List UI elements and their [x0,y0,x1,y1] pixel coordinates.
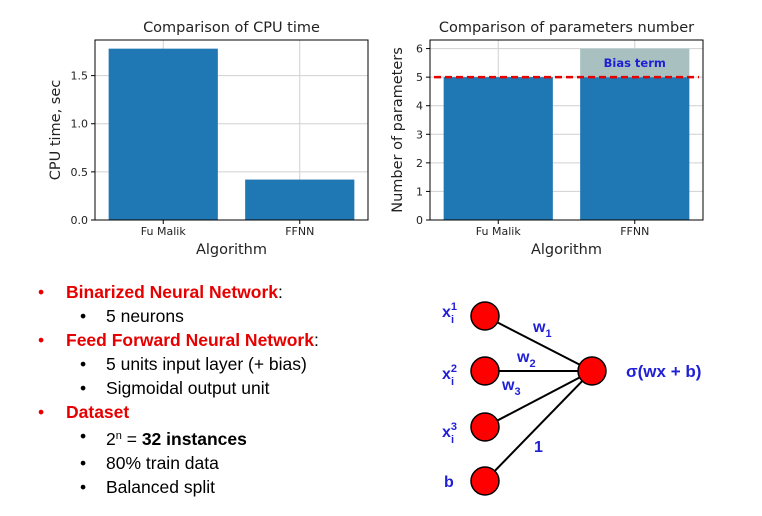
ffnn-input: 5 units input layer (+ bias) [106,354,307,374]
chart-title: Comparison of CPU time [143,20,320,36]
instances-item: • 2n = 32 instances [38,424,408,451]
y-tick-label: 0.5 [71,166,89,179]
neural-network-diagram: x1 i x2 i x3 i b w1 w2 w3 1 σ(wx + b) [442,301,701,496]
bullet-marker: • [80,306,87,326]
weight-label-3: w3 [501,377,521,398]
ffnn-output-item: • Sigmoidal output unit [38,376,408,400]
instances-count: 32 instances [141,429,247,449]
y-tick-label: 6 [416,43,423,56]
weight-label-1: w1 [532,319,552,340]
bullet-marker: • [80,378,87,398]
bnn-neurons-item: • 5 neurons [38,304,408,328]
bullet-marker: • [38,330,45,350]
y-tick-label: 4 [416,100,423,113]
instances-exponent: n [115,430,122,442]
output-label: σ(wx + b) [626,362,701,381]
input-label-2: x2 i [442,363,457,388]
bnn-neurons: 5 neurons [106,306,184,326]
chart-title: Comparison of parameters number [439,20,694,36]
cpu-time-chart: Comparison of CPU time 0.0 0.5 1.0 1.5 Fu Mal… [48,20,369,258]
y-axis-label: CPU time, sec [48,80,64,181]
instances-base: 2 [106,429,116,449]
train-item: • 80% train data [38,451,408,475]
y-tick-label: 1.0 [71,118,89,131]
bar [245,179,355,220]
input-node-3 [470,412,500,442]
bar [108,48,218,220]
x-tick-label: FFNN [620,225,649,238]
description-list: • Binarized Neural Network: • 5 neurons … [38,280,408,499]
ffnn-output: Sigmoidal output unit [106,378,270,398]
edge-bias [484,370,593,482]
dataset-item: • Dataset [38,400,408,424]
bias-node [470,466,500,496]
input-node-2 [470,356,500,386]
y-tick-label: 0 [416,214,423,227]
edge-x3 [484,370,593,428]
bias-weight-label: 1 [534,439,543,456]
y-tick-label: 1.5 [71,70,89,83]
bullet-marker: • [80,354,87,374]
bnn-colon: : [278,282,283,302]
plot-frame [94,39,369,221]
y-tick-label: 1 [416,185,423,198]
bias-term-segment [580,48,690,78]
plot-frame [429,39,704,221]
bar [580,77,690,221]
balanced-split: Balanced split [106,477,215,497]
bullet-marker: • [80,453,87,473]
bullet-marker: • [80,426,87,446]
input-label-3: x3 i [442,421,457,446]
y-tick-label: 5 [416,71,423,84]
dataset-label: Dataset [66,402,130,422]
bnn-label: Binarized Neural Network [66,282,278,302]
train-data: 80% train data [106,453,219,473]
ffnn-label: Feed Forward Neural Network [66,330,314,350]
bullet-marker: • [38,282,45,302]
ffnn-item: • Feed Forward Neural Network: [38,328,408,352]
bullet-marker: • [38,402,45,422]
x-tick-label: Fu Malik [141,225,187,238]
y-tick-label: 2 [416,157,423,170]
parameters-chart: Comparison of parameters number 0 1 2 3 4 5 6 Fu… [390,20,704,258]
bullet-marker: • [80,477,87,497]
ffnn-colon: : [313,330,319,350]
y-tick-label: 0.0 [71,214,89,227]
x-tick-label: Fu Malik [476,225,522,238]
bar [443,77,553,221]
instances-equals: = [121,429,142,449]
bias-term-label: Bias term [604,56,666,70]
output-node [577,356,607,386]
split-item: • Balanced split [38,475,408,499]
ffnn-input-item: • 5 units input layer (+ bias) [38,352,408,376]
bias-label: b [444,474,454,491]
x-tick-label: FFNN [285,225,314,238]
input-label-1: x1 i [442,301,457,326]
edge-x1 [484,315,593,372]
bnn-item: • Binarized Neural Network: [38,280,408,304]
x-axis-label: Algorithm [196,242,267,258]
x-axis-label: Algorithm [531,242,602,258]
y-axis-label: Number of parameters [390,47,406,213]
input-node-1 [470,301,500,331]
weight-label-2: w2 [516,349,536,370]
y-tick-label: 3 [416,128,423,141]
